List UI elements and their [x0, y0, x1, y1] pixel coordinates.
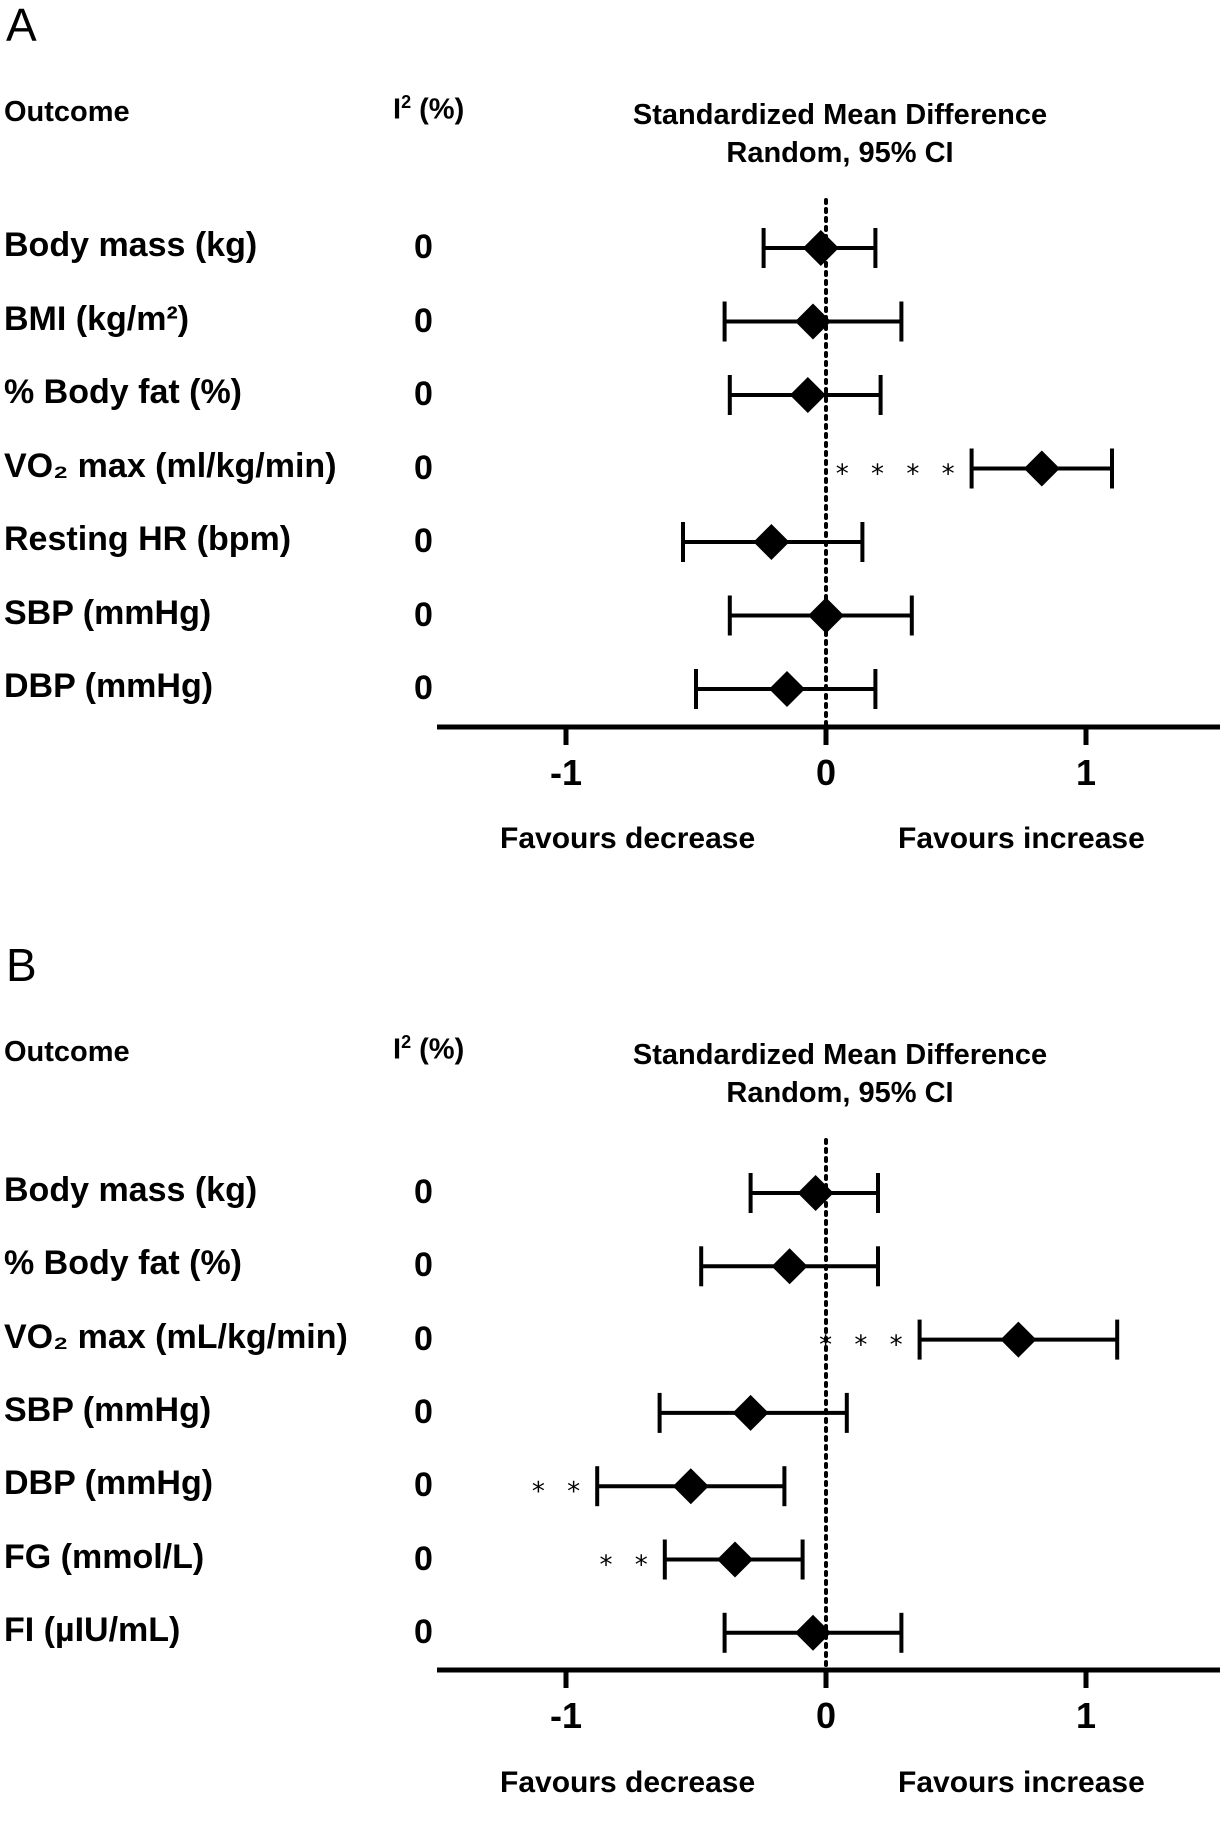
- point-estimate-diamond: [1000, 1321, 1037, 1358]
- outcome-label: SBP (mmHg): [4, 1390, 212, 1429]
- i2-value: 0: [414, 595, 433, 634]
- x-tick-label: -1: [550, 1695, 582, 1736]
- point-estimate-diamond: [1023, 450, 1060, 487]
- outcome-label: DBP (mmHg): [4, 1464, 214, 1503]
- smd-header-line1: Standardized Mean Difference: [632, 1039, 1048, 1071]
- outcome-label: Body mass (kg): [4, 1171, 258, 1209]
- forest-plot-a: -1 0 1 * * * *: [437, 198, 1220, 793]
- outcome-label: SBP (mmHg): [4, 593, 212, 632]
- outcome-label: FI (µIU/mL): [4, 1610, 181, 1649]
- point-estimate-diamond: [795, 1614, 831, 1651]
- favours-increase-label: Favours increase: [898, 1766, 1145, 1799]
- outcome-label: VO₂ max (ml/kg/min): [4, 446, 337, 485]
- favours-increase-label: Favours increase: [898, 822, 1145, 855]
- x-tick-label: 1: [1076, 1695, 1096, 1736]
- outcome-label: Resting HR (bpm): [4, 520, 292, 558]
- i2-header: I2 (%): [393, 92, 465, 126]
- point-estimate-diamond: [802, 230, 839, 266]
- point-estimate-diamond: [769, 671, 805, 707]
- x-tick-label: 0: [816, 752, 836, 793]
- forest-plot-b: -1 0 1 * * * * * * *: [437, 1138, 1220, 1736]
- smd-header-line1: Standardized Mean Difference: [632, 99, 1048, 131]
- outcome-label: FG (mmol/L): [4, 1537, 205, 1576]
- i2-value: 0: [414, 1539, 433, 1578]
- i2-value: 0: [414, 228, 433, 266]
- point-estimate-diamond: [808, 597, 844, 634]
- i2-value: 0: [414, 1173, 433, 1211]
- i2-value: 0: [414, 301, 433, 340]
- outcome-header: Outcome: [4, 96, 130, 128]
- i2-value: 0: [414, 1392, 433, 1431]
- point-estimate-diamond: [789, 377, 826, 413]
- smd-header: Standardized Mean Difference Random, 95%…: [580, 1036, 1100, 1112]
- outcome-header: Outcome: [4, 1036, 130, 1068]
- outcome-label: % Body fat (%): [4, 373, 242, 411]
- i2-value: 0: [414, 375, 433, 413]
- point-estimate-diamond: [732, 1394, 769, 1431]
- i2-value: 0: [414, 1246, 433, 1285]
- x-tick-label: 1: [1076, 752, 1096, 793]
- favours-decrease-label: Favours decrease: [500, 822, 756, 855]
- point-estimate-diamond: [771, 1248, 808, 1285]
- i2-value: 0: [414, 1612, 433, 1651]
- smd-header-line2: Random, 95% CI: [726, 137, 954, 169]
- x-tick-label: 0: [816, 1695, 836, 1736]
- outcome-label: % Body fat (%): [4, 1244, 242, 1283]
- outcome-label: BMI (kg/m²): [4, 299, 190, 338]
- i2-value: 0: [414, 1466, 433, 1505]
- outcome-label: Body mass (kg): [4, 226, 258, 264]
- i2-value: 0: [414, 522, 433, 560]
- outcome-label: VO₂ max (mL/kg/min): [4, 1317, 348, 1356]
- point-estimate-diamond: [717, 1541, 753, 1578]
- significance-marker: * * * *: [836, 460, 962, 490]
- x-tick-label: -1: [550, 752, 582, 793]
- panel-letter: B: [6, 939, 37, 991]
- forest-panel-b: B Outcome I2 (%) Standardized Mean Diffe…: [0, 939, 1226, 1840]
- i2-value: 0: [414, 448, 433, 487]
- significance-marker: * *: [532, 1477, 587, 1507]
- i2-header: I2 (%): [393, 1032, 465, 1066]
- significance-marker: * *: [600, 1551, 655, 1581]
- point-estimate-diamond: [672, 1468, 709, 1505]
- outcome-label: DBP (mmHg): [4, 667, 214, 705]
- point-estimate-diamond: [753, 524, 790, 560]
- point-estimate-diamond: [795, 303, 831, 340]
- smd-header: Standardized Mean Difference Random, 95%…: [580, 96, 1100, 172]
- forest-panel-a: A Outcome I2 (%) Standardized Mean Diffe…: [0, 0, 1226, 900]
- favours-decrease-label: Favours decrease: [500, 1766, 756, 1799]
- significance-marker: * * *: [819, 1331, 910, 1361]
- i2-value: 0: [414, 669, 433, 707]
- panel-letter: A: [6, 0, 37, 51]
- smd-header-line2: Random, 95% CI: [726, 1077, 954, 1109]
- point-estimate-diamond: [797, 1175, 834, 1211]
- i2-value: 0: [414, 1319, 433, 1358]
